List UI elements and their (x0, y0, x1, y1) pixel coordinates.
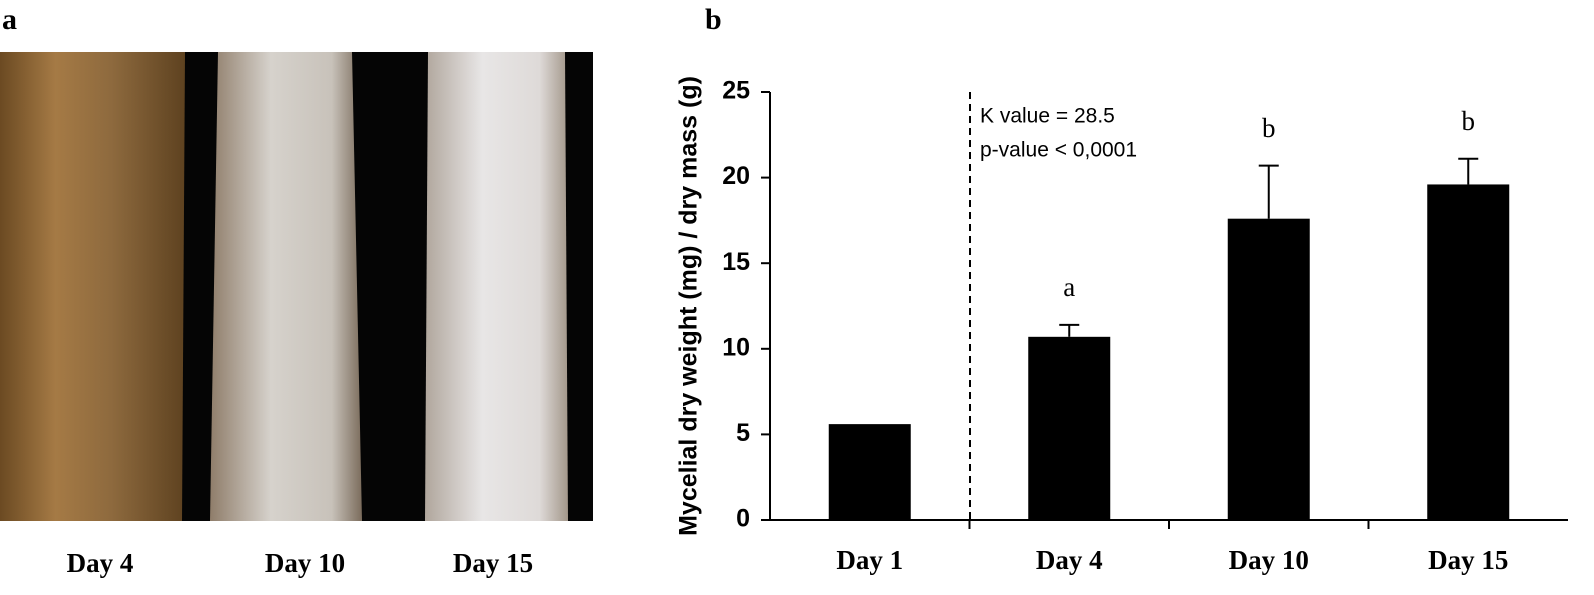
y-tick-label: 0 (736, 505, 750, 533)
tube (0, 52, 185, 521)
annotation: p-value < 0,0001 (980, 139, 1137, 162)
significance-letter: b (1262, 113, 1276, 143)
x-tick-label: Day 10 (1229, 545, 1309, 575)
bar (828, 424, 911, 520)
photo-caption: Day 15 (453, 548, 533, 578)
panel-label: b (705, 3, 722, 36)
y-tick-label: 20 (722, 162, 750, 190)
y-tick-label: 5 (736, 419, 750, 447)
panel-label: a (2, 3, 17, 36)
x-tick-label: Day 4 (1036, 545, 1103, 575)
x-tick-label: Day 1 (836, 545, 903, 575)
photo-caption: Day 4 (67, 548, 134, 578)
bar (1227, 218, 1310, 521)
bar (1028, 336, 1111, 520)
bar (1427, 184, 1510, 520)
tube (425, 52, 568, 521)
significance-letter: b (1462, 106, 1476, 136)
y-tick-label: 10 (722, 333, 750, 361)
y-tick-label: 15 (722, 248, 750, 276)
annotation: K value = 28.5 (980, 105, 1115, 128)
x-tick-label: Day 15 (1428, 545, 1508, 575)
significance-letter: a (1063, 272, 1075, 302)
y-tick-label: 25 (722, 77, 750, 105)
y-axis-label: Mycelial dry weight (mg) / dry mass (g) (675, 76, 703, 536)
tube (210, 52, 362, 521)
photo-caption: Day 10 (265, 548, 345, 578)
photo (0, 52, 593, 521)
